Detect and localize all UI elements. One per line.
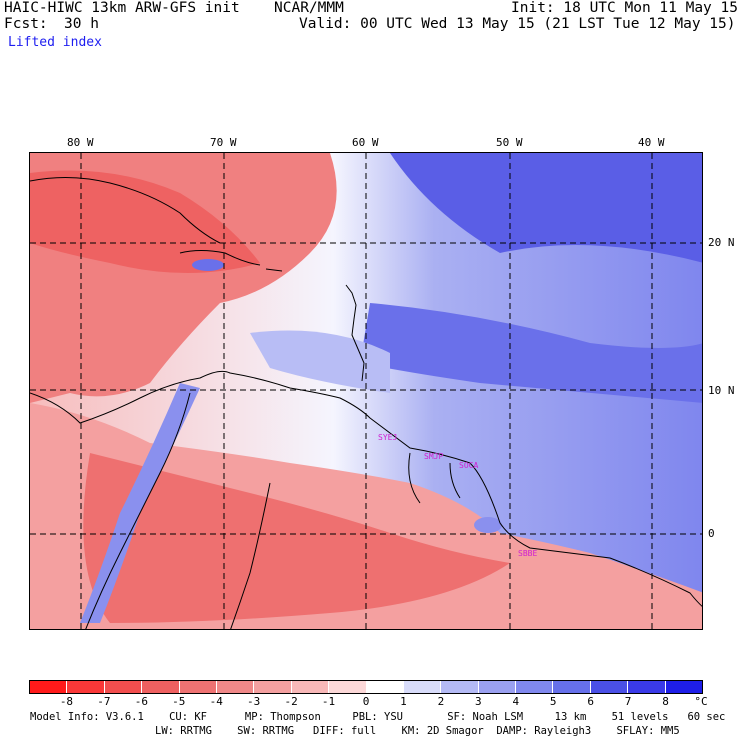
colorbar-tick-label: 5 xyxy=(549,695,557,708)
colorbar-swatch xyxy=(30,681,68,693)
colorbar-swatch xyxy=(478,681,517,693)
forecast-label: Fcst: xyxy=(4,16,48,32)
colorbar-tick-label: -1 xyxy=(321,695,336,708)
unstable-core-greater-antilles xyxy=(30,170,260,273)
colorbar-tick-label: -5 xyxy=(172,695,186,708)
lon-label-80w: 80 W xyxy=(67,136,94,149)
station-syej: SYEJ xyxy=(378,433,398,442)
stable-band-caribbean xyxy=(250,330,390,393)
andes-border xyxy=(85,392,191,629)
colorbar-tick-label: -8 xyxy=(59,695,74,708)
south-america-north-coast xyxy=(30,370,702,607)
colorbar xyxy=(29,680,703,694)
colorbar-swatch xyxy=(329,681,367,693)
colorbar-tick-label: 3 xyxy=(475,695,482,708)
hispaniola-stable-spot xyxy=(192,259,224,271)
cuba-coast xyxy=(30,176,221,244)
lat-label-10n: 10 N xyxy=(708,384,735,397)
lifted-index-map: SYEJ SMJP SOCA SBBE xyxy=(29,152,703,630)
puerto-rico-coast xyxy=(265,268,283,272)
colorbar-swatch xyxy=(142,681,180,693)
colorbar-tick-label: -4 xyxy=(209,695,223,708)
colorbar-swatch xyxy=(291,681,330,693)
model-title: HAIC-HIWC 13km ARW-GFS init xyxy=(4,0,240,16)
colorbar-swatch xyxy=(516,681,554,693)
valid-time: Valid: 00 UTC Wed 13 May 15 (21 LST Tue … xyxy=(299,16,736,32)
field-name: Lifted index xyxy=(8,35,102,50)
lat-label-0: 0 xyxy=(708,527,715,540)
colorbar-swatch xyxy=(179,681,217,693)
colorbar-swatch xyxy=(441,681,479,693)
colombia-brazil-border xyxy=(230,482,271,629)
colorbar-swatch xyxy=(104,681,143,693)
lon-label-40w: 40 W xyxy=(638,136,665,149)
colorbar-swatch xyxy=(366,681,404,693)
graticule xyxy=(30,153,702,629)
colorbar-swatch xyxy=(590,681,629,693)
stable-region-north xyxy=(390,153,702,263)
lon-label-60w: 60 W xyxy=(352,136,379,149)
lesser-antilles-coast xyxy=(345,284,365,382)
colorbar-tick-label: 6 xyxy=(587,695,594,708)
station-smjp: SMJP xyxy=(424,452,444,461)
stable-region-central xyxy=(360,303,702,403)
colorbar-tick-label: 8 xyxy=(662,695,669,708)
org-label: NCAR/MMM xyxy=(274,0,344,16)
amazon-mouth-stable xyxy=(474,517,502,533)
colorbar-swatch xyxy=(665,681,703,693)
colorbar-tick-label: -3 xyxy=(247,695,261,708)
lon-label-70w: 70 W xyxy=(210,136,237,149)
model-info-line2: LW: RRTMG SW: RRTMG DIFF: full KM: 2D Sm… xyxy=(155,725,680,737)
colorbar-swatch xyxy=(216,681,255,693)
colorbar-swatch xyxy=(628,681,666,693)
hispaniola-coast xyxy=(179,250,261,266)
forecast-hour: 30 h xyxy=(64,16,99,32)
suriname-border xyxy=(449,462,461,499)
colorbar-swatch xyxy=(67,681,105,693)
colorbar-tick-label: -2 xyxy=(284,695,298,708)
colorbar-tick-label: 4 xyxy=(512,695,520,708)
lon-label-50w: 50 W xyxy=(496,136,523,149)
colorbar-tick-label: 7 xyxy=(624,695,632,708)
colorbar-swatch xyxy=(254,681,292,693)
init-time: Init: 18 UTC Mon 11 May 15 xyxy=(511,0,738,16)
map-canvas xyxy=(30,153,702,629)
colorbar-swatch xyxy=(553,681,591,693)
lat-label-20n: 20 N xyxy=(708,236,735,249)
station-soca: SOCA xyxy=(459,461,479,470)
station-sbbe: SBBE xyxy=(518,549,538,558)
andes-stable-streak xyxy=(80,383,200,623)
colorbar-tick-label: 0 xyxy=(362,695,370,708)
unstable-core-amazon xyxy=(83,453,511,623)
colorbar-tick-label: -6 xyxy=(134,695,148,708)
guyana-border xyxy=(408,452,421,504)
colorbar-tick-label: 1 xyxy=(400,695,407,708)
coastlines xyxy=(30,176,702,629)
colorbar-unit: °C xyxy=(694,695,708,708)
colorbar-swatch xyxy=(403,681,442,693)
colorbar-tick-label: -7 xyxy=(97,695,111,708)
model-info-line1: Model Info: V3.6.1 CU: KF MP: Thompson P… xyxy=(30,711,726,723)
colorbar-tick-label: 2 xyxy=(437,695,445,708)
